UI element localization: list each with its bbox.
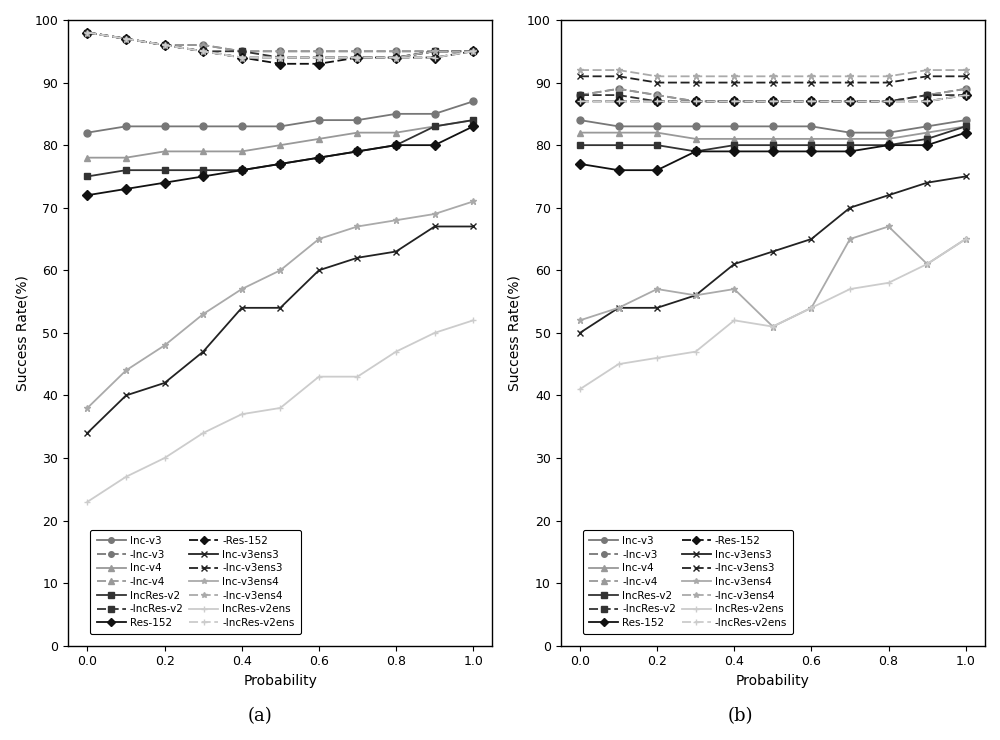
X-axis label: Probability: Probability	[243, 674, 317, 688]
Y-axis label: Success Rate(%): Success Rate(%)	[15, 275, 29, 391]
Text: (a): (a)	[248, 707, 272, 725]
Legend: Inc-v3, -Inc-v3, Inc-v4, -Inc-v4, IncRes-v2, -IncRes-v2, Res-152, -Res-152, Inc-: Inc-v3, -Inc-v3, Inc-v4, -Inc-v4, IncRes…	[583, 530, 793, 634]
Y-axis label: Success Rate(%): Success Rate(%)	[508, 275, 522, 391]
Text: (b): (b)	[727, 707, 753, 725]
Legend: Inc-v3, -Inc-v3, Inc-v4, -Inc-v4, IncRes-v2, -IncRes-v2, Res-152, -Res-152, Inc-: Inc-v3, -Inc-v3, Inc-v4, -Inc-v4, IncRes…	[90, 530, 301, 634]
X-axis label: Probability: Probability	[736, 674, 810, 688]
